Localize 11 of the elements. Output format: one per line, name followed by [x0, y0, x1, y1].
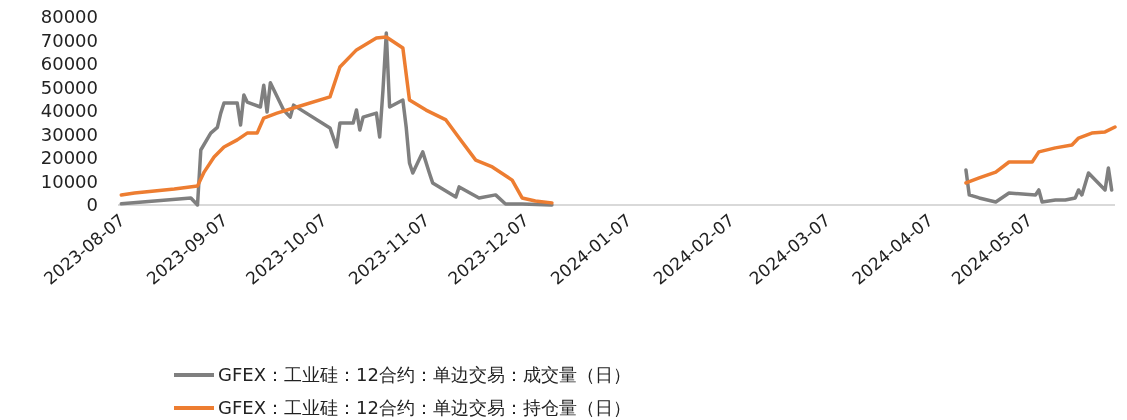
y-tick-label: 40000 [40, 100, 98, 121]
y-tick-label: 20000 [40, 147, 98, 168]
y-tick-label: 10000 [40, 170, 98, 192]
y-tick-label: 30000 [40, 123, 98, 145]
y-tick-label: 50000 [40, 76, 98, 98]
y-tick-label: 80000 [40, 6, 98, 27]
y-tick-label: 70000 [40, 29, 98, 51]
y-tick-label: 60000 [40, 53, 98, 74]
legend-label: GFEX：工业硅：12合约：单边交易：持仓量（日） [218, 397, 631, 418]
legend-label: GFEX：工业硅：12合约：单边交易：成交量（日） [218, 364, 631, 385]
y-tick-label: 0 [86, 194, 98, 215]
